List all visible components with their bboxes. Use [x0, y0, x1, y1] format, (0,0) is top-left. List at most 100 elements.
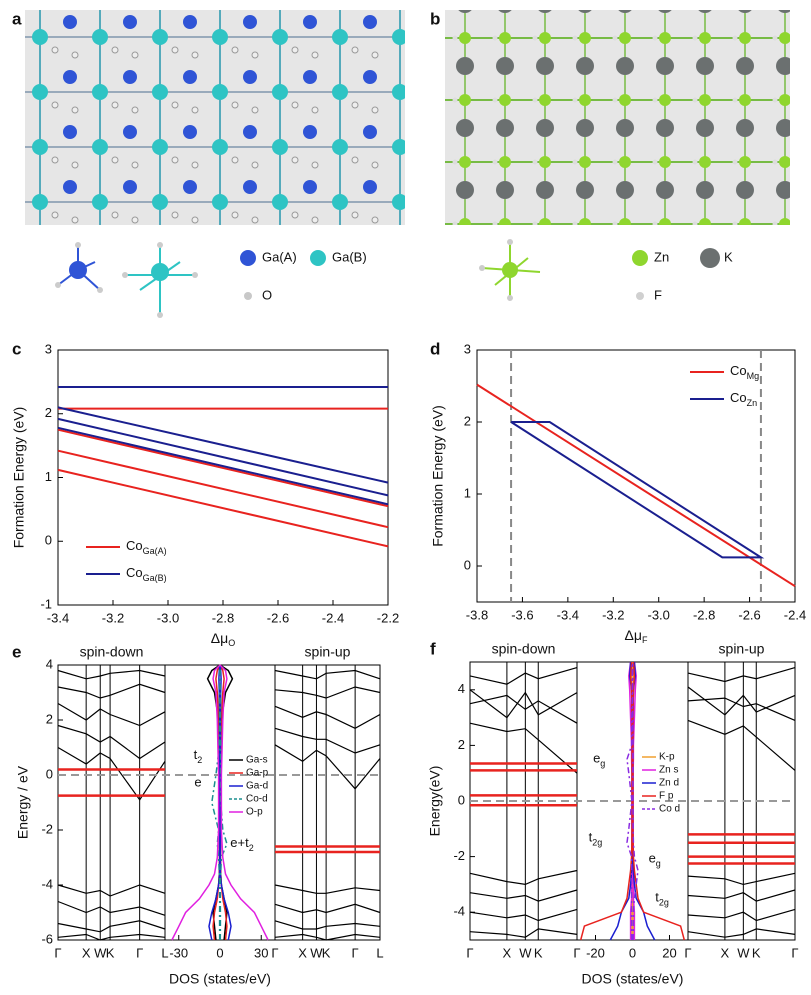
y-tick-label: 1: [45, 469, 52, 484]
dos-line: [172, 665, 220, 940]
x-axis-label-sub: O: [228, 638, 235, 648]
structure-atoms: [25, 10, 405, 225]
x-tick-label: -30: [169, 945, 188, 960]
y-axis-label: Formation Energy (eV): [430, 405, 446, 547]
x-tick-label: -3.8: [466, 607, 488, 622]
legend-marker: [240, 250, 256, 266]
plot-frame: [275, 665, 380, 940]
legend-marker: [700, 248, 720, 268]
legend-label: Zn d: [659, 778, 679, 789]
legend-label-main: Co: [126, 538, 143, 553]
annotation: t2g: [589, 830, 603, 848]
band-line: [688, 873, 795, 884]
legend-label: K-p: [659, 752, 675, 763]
x-tick-label: -3.6: [511, 607, 533, 622]
y-tick-label: 4: [458, 681, 465, 696]
band-line: [58, 921, 165, 932]
legend-label: Co-d: [246, 794, 268, 805]
series-line: [58, 470, 388, 547]
band-line: [470, 909, 577, 920]
legend-marker: [636, 292, 644, 300]
band-line: [688, 720, 795, 770]
series-line: [58, 407, 388, 482]
x-tick-label: -2.2: [377, 610, 399, 625]
x-axis-label: DOS (states/eV): [582, 971, 684, 987]
panel-title: spin-down: [80, 644, 144, 660]
band-line: [58, 885, 165, 896]
panel-letter: a: [12, 9, 22, 28]
band-line: [275, 745, 380, 789]
x-tick-label: L: [376, 945, 383, 960]
x-tick-label: -2.6: [738, 607, 760, 622]
y-tick-label: 0: [458, 792, 465, 807]
x-axis-label: ΔμF: [625, 627, 648, 646]
legend-label-main: Co: [126, 565, 143, 580]
x-tick-label: X: [503, 945, 512, 960]
panel-letter: b: [430, 9, 440, 28]
x-tick-label: 20: [662, 945, 676, 960]
band-line: [470, 723, 577, 773]
panel-letter: f: [430, 639, 436, 658]
series-line: [477, 385, 795, 587]
x-tick-label: Γ: [136, 945, 143, 960]
band-line: [275, 921, 380, 929]
panel-title: spin-down: [492, 641, 556, 657]
x-tick-label: Γ: [684, 945, 691, 960]
band-line: [58, 935, 165, 941]
band-line: [470, 695, 577, 723]
structure-atoms: [445, 10, 790, 225]
band-line: [470, 668, 577, 685]
legend-label: F p: [659, 791, 674, 802]
x-tick-label: 0: [216, 945, 223, 960]
x-tick-label: -20: [586, 945, 605, 960]
annotation-sub: g: [600, 759, 605, 769]
legend-label: CoZn: [730, 390, 757, 408]
x-axis-label: DOS (states/eV): [169, 971, 271, 987]
annotation-sub: 2g: [592, 838, 602, 848]
annotation-sub: 2: [197, 755, 202, 765]
x-tick-label: Γ: [466, 945, 473, 960]
x-tick-label: K: [322, 945, 331, 960]
series-line: [58, 430, 388, 507]
panel-title: spin-up: [719, 641, 765, 657]
figure: aGa(A)Ga(B)ObZnKFc-10123-3.4-3.2-3.0-2.8…: [0, 0, 811, 995]
legend-label: CoGa(B): [126, 565, 167, 583]
band-line: [275, 671, 380, 679]
annotation: e+t2: [230, 835, 253, 853]
x-tick-label: X: [82, 945, 91, 960]
annotation-sub: 2g: [659, 898, 669, 908]
band-line: [275, 935, 380, 941]
band-line: [275, 904, 380, 912]
y-tick-label: 2: [464, 413, 471, 428]
legend-label: Co d: [659, 804, 680, 815]
x-tick-label: K: [106, 945, 115, 960]
legend-marker: [310, 250, 326, 266]
x-tick-label: Γ: [54, 945, 61, 960]
legend-label: K: [724, 249, 733, 264]
polyhedron-icon: [122, 242, 198, 318]
plot-frame: [58, 350, 388, 605]
x-tick-label: -3.0: [157, 610, 179, 625]
plot-frame: [477, 350, 795, 602]
legend-label: Ga(A): [262, 249, 297, 264]
band-line: [688, 668, 795, 682]
band-line: [275, 728, 380, 753]
annotation-main: e+t: [230, 835, 249, 850]
y-axis-label: Formation Energy (eV): [11, 407, 27, 549]
y-tick-label: 0: [45, 533, 52, 548]
legend-label: Ga(B): [332, 249, 367, 264]
band-line: [688, 687, 795, 715]
annotation-main: e: [593, 751, 600, 766]
legend-label-sub: Mg: [747, 371, 760, 381]
y-tick-label: -1: [40, 596, 52, 611]
band-line: [58, 726, 165, 759]
x-tick-label: W: [519, 945, 532, 960]
x-axis-label-main: Δμ: [211, 630, 228, 646]
y-tick-label: -6: [41, 931, 53, 946]
band-line: [58, 902, 165, 916]
x-tick-label: -2.4: [322, 610, 344, 625]
x-tick-label: W: [737, 945, 750, 960]
y-axis-label: Energy / eV: [15, 765, 31, 839]
band-line: [470, 929, 577, 937]
y-tick-label: -4: [41, 876, 53, 891]
